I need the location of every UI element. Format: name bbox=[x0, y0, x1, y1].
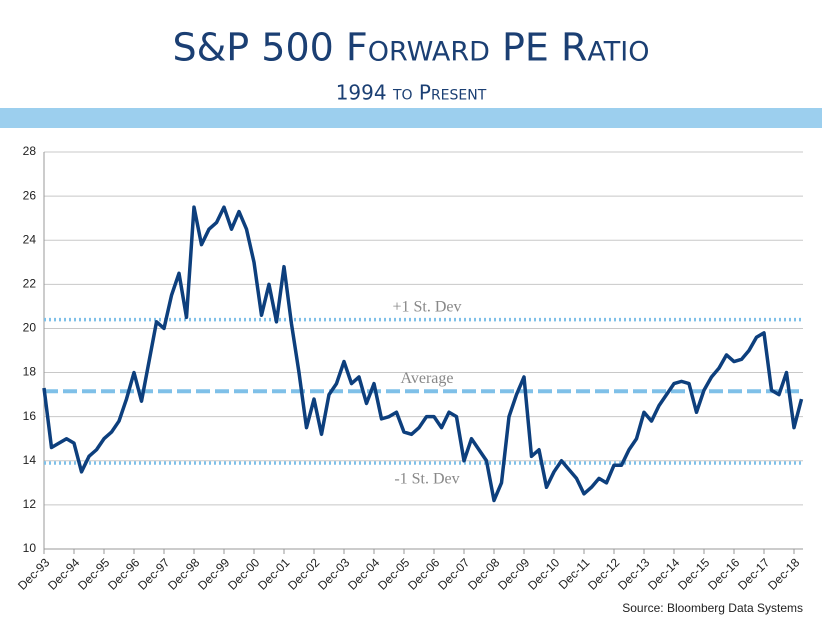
data-line bbox=[42, 205, 804, 503]
header-band bbox=[0, 108, 822, 128]
x-tick-label: Dec-96 bbox=[105, 555, 142, 592]
y-tick-label: 16 bbox=[23, 409, 37, 423]
x-tick-label: Dec-10 bbox=[525, 555, 562, 592]
y-tick-label: 28 bbox=[23, 144, 37, 158]
x-tick-label: Dec-09 bbox=[495, 555, 532, 592]
x-tick-label: Dec-98 bbox=[165, 555, 202, 592]
x-tick-label: Dec-01 bbox=[255, 555, 292, 592]
x-tick-label: Dec-04 bbox=[345, 555, 382, 592]
x-tick-label: Dec-00 bbox=[225, 555, 262, 592]
x-tick-label: Dec-97 bbox=[135, 555, 172, 592]
reference-label: Average bbox=[401, 370, 454, 387]
x-tick-label: Dec-15 bbox=[675, 555, 712, 592]
y-tick-label: 10 bbox=[23, 541, 37, 555]
x-tick-label: Dec-02 bbox=[285, 555, 322, 592]
reference-label: +1 St. Dev bbox=[392, 298, 461, 315]
x-tick-label: Dec-05 bbox=[375, 555, 412, 592]
chart-title: S&P 500 Forward PE Ratio bbox=[173, 26, 650, 70]
x-tick-label: Dec-17 bbox=[735, 555, 772, 592]
x-tick-label: Dec-95 bbox=[75, 555, 112, 592]
y-tick-label: 14 bbox=[23, 453, 37, 467]
x-tick-label: Dec-99 bbox=[195, 555, 232, 592]
y-tick-label: 26 bbox=[23, 188, 37, 202]
y-tick-label: 12 bbox=[23, 497, 37, 511]
chart-subtitle: 1994 to Present bbox=[336, 81, 487, 105]
y-tick-label: 18 bbox=[23, 365, 37, 379]
x-tick-label: Dec-93 bbox=[15, 555, 52, 592]
y-tick-label: 24 bbox=[23, 232, 37, 246]
y-tick-label: 22 bbox=[23, 277, 37, 291]
x-tick-label: Dec-14 bbox=[645, 555, 682, 592]
x-tick-label: Dec-13 bbox=[615, 555, 652, 592]
source-note: Source: Bloomberg Data Systems bbox=[622, 601, 803, 615]
y-tick-label: 20 bbox=[23, 321, 37, 335]
reference-label: -1 St. Dev bbox=[394, 471, 459, 488]
x-tick-label: Dec-08 bbox=[465, 555, 502, 592]
x-tick-label: Dec-11 bbox=[556, 555, 593, 592]
x-tick-label: Dec-03 bbox=[315, 555, 352, 592]
x-tick-label: Dec-16 bbox=[705, 555, 742, 592]
x-tick-label: Dec-94 bbox=[45, 555, 82, 592]
x-tick-label: Dec-18 bbox=[765, 555, 802, 592]
x-tick-label: Dec-12 bbox=[585, 555, 622, 592]
x-tick-label: Dec-07 bbox=[435, 555, 472, 592]
x-tick-label: Dec-06 bbox=[405, 555, 442, 592]
